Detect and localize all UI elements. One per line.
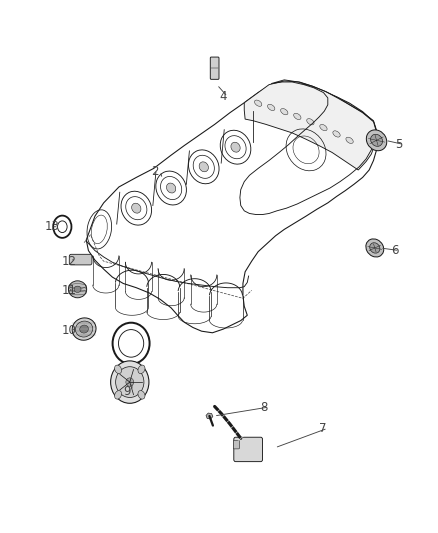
Ellipse shape — [118, 329, 144, 357]
Text: 9: 9 — [123, 385, 131, 398]
Ellipse shape — [370, 243, 380, 253]
Ellipse shape — [74, 286, 81, 293]
FancyBboxPatch shape — [69, 254, 92, 265]
Ellipse shape — [126, 378, 134, 386]
Ellipse shape — [268, 104, 275, 110]
Ellipse shape — [293, 114, 301, 119]
Text: 5: 5 — [395, 138, 403, 151]
Ellipse shape — [320, 124, 327, 131]
Text: 13: 13 — [45, 220, 60, 233]
Ellipse shape — [115, 391, 122, 399]
Ellipse shape — [346, 137, 353, 143]
Ellipse shape — [231, 142, 240, 152]
Text: 7: 7 — [319, 422, 327, 435]
Text: 11: 11 — [61, 284, 77, 297]
Ellipse shape — [371, 134, 382, 147]
Ellipse shape — [366, 239, 384, 257]
Ellipse shape — [72, 318, 96, 340]
Ellipse shape — [115, 365, 122, 374]
Ellipse shape — [254, 100, 262, 106]
Ellipse shape — [366, 130, 387, 151]
FancyBboxPatch shape — [234, 437, 262, 462]
Ellipse shape — [75, 321, 93, 337]
Ellipse shape — [166, 183, 176, 193]
Text: 10: 10 — [61, 324, 76, 337]
Ellipse shape — [199, 162, 208, 172]
Ellipse shape — [307, 119, 314, 125]
Ellipse shape — [111, 361, 149, 403]
Ellipse shape — [138, 391, 145, 399]
Ellipse shape — [138, 365, 145, 374]
Polygon shape — [206, 413, 213, 419]
Text: 2: 2 — [152, 165, 159, 177]
Ellipse shape — [68, 281, 87, 298]
FancyBboxPatch shape — [210, 57, 219, 79]
Ellipse shape — [116, 367, 144, 398]
Text: 12: 12 — [61, 255, 77, 268]
Ellipse shape — [281, 109, 288, 115]
Text: 6: 6 — [391, 244, 399, 257]
Ellipse shape — [80, 325, 88, 333]
Text: 8: 8 — [260, 400, 268, 414]
Ellipse shape — [333, 131, 340, 137]
Polygon shape — [244, 81, 377, 170]
Ellipse shape — [132, 203, 141, 213]
FancyBboxPatch shape — [233, 440, 240, 449]
Text: 4: 4 — [219, 90, 226, 103]
Ellipse shape — [57, 221, 67, 232]
